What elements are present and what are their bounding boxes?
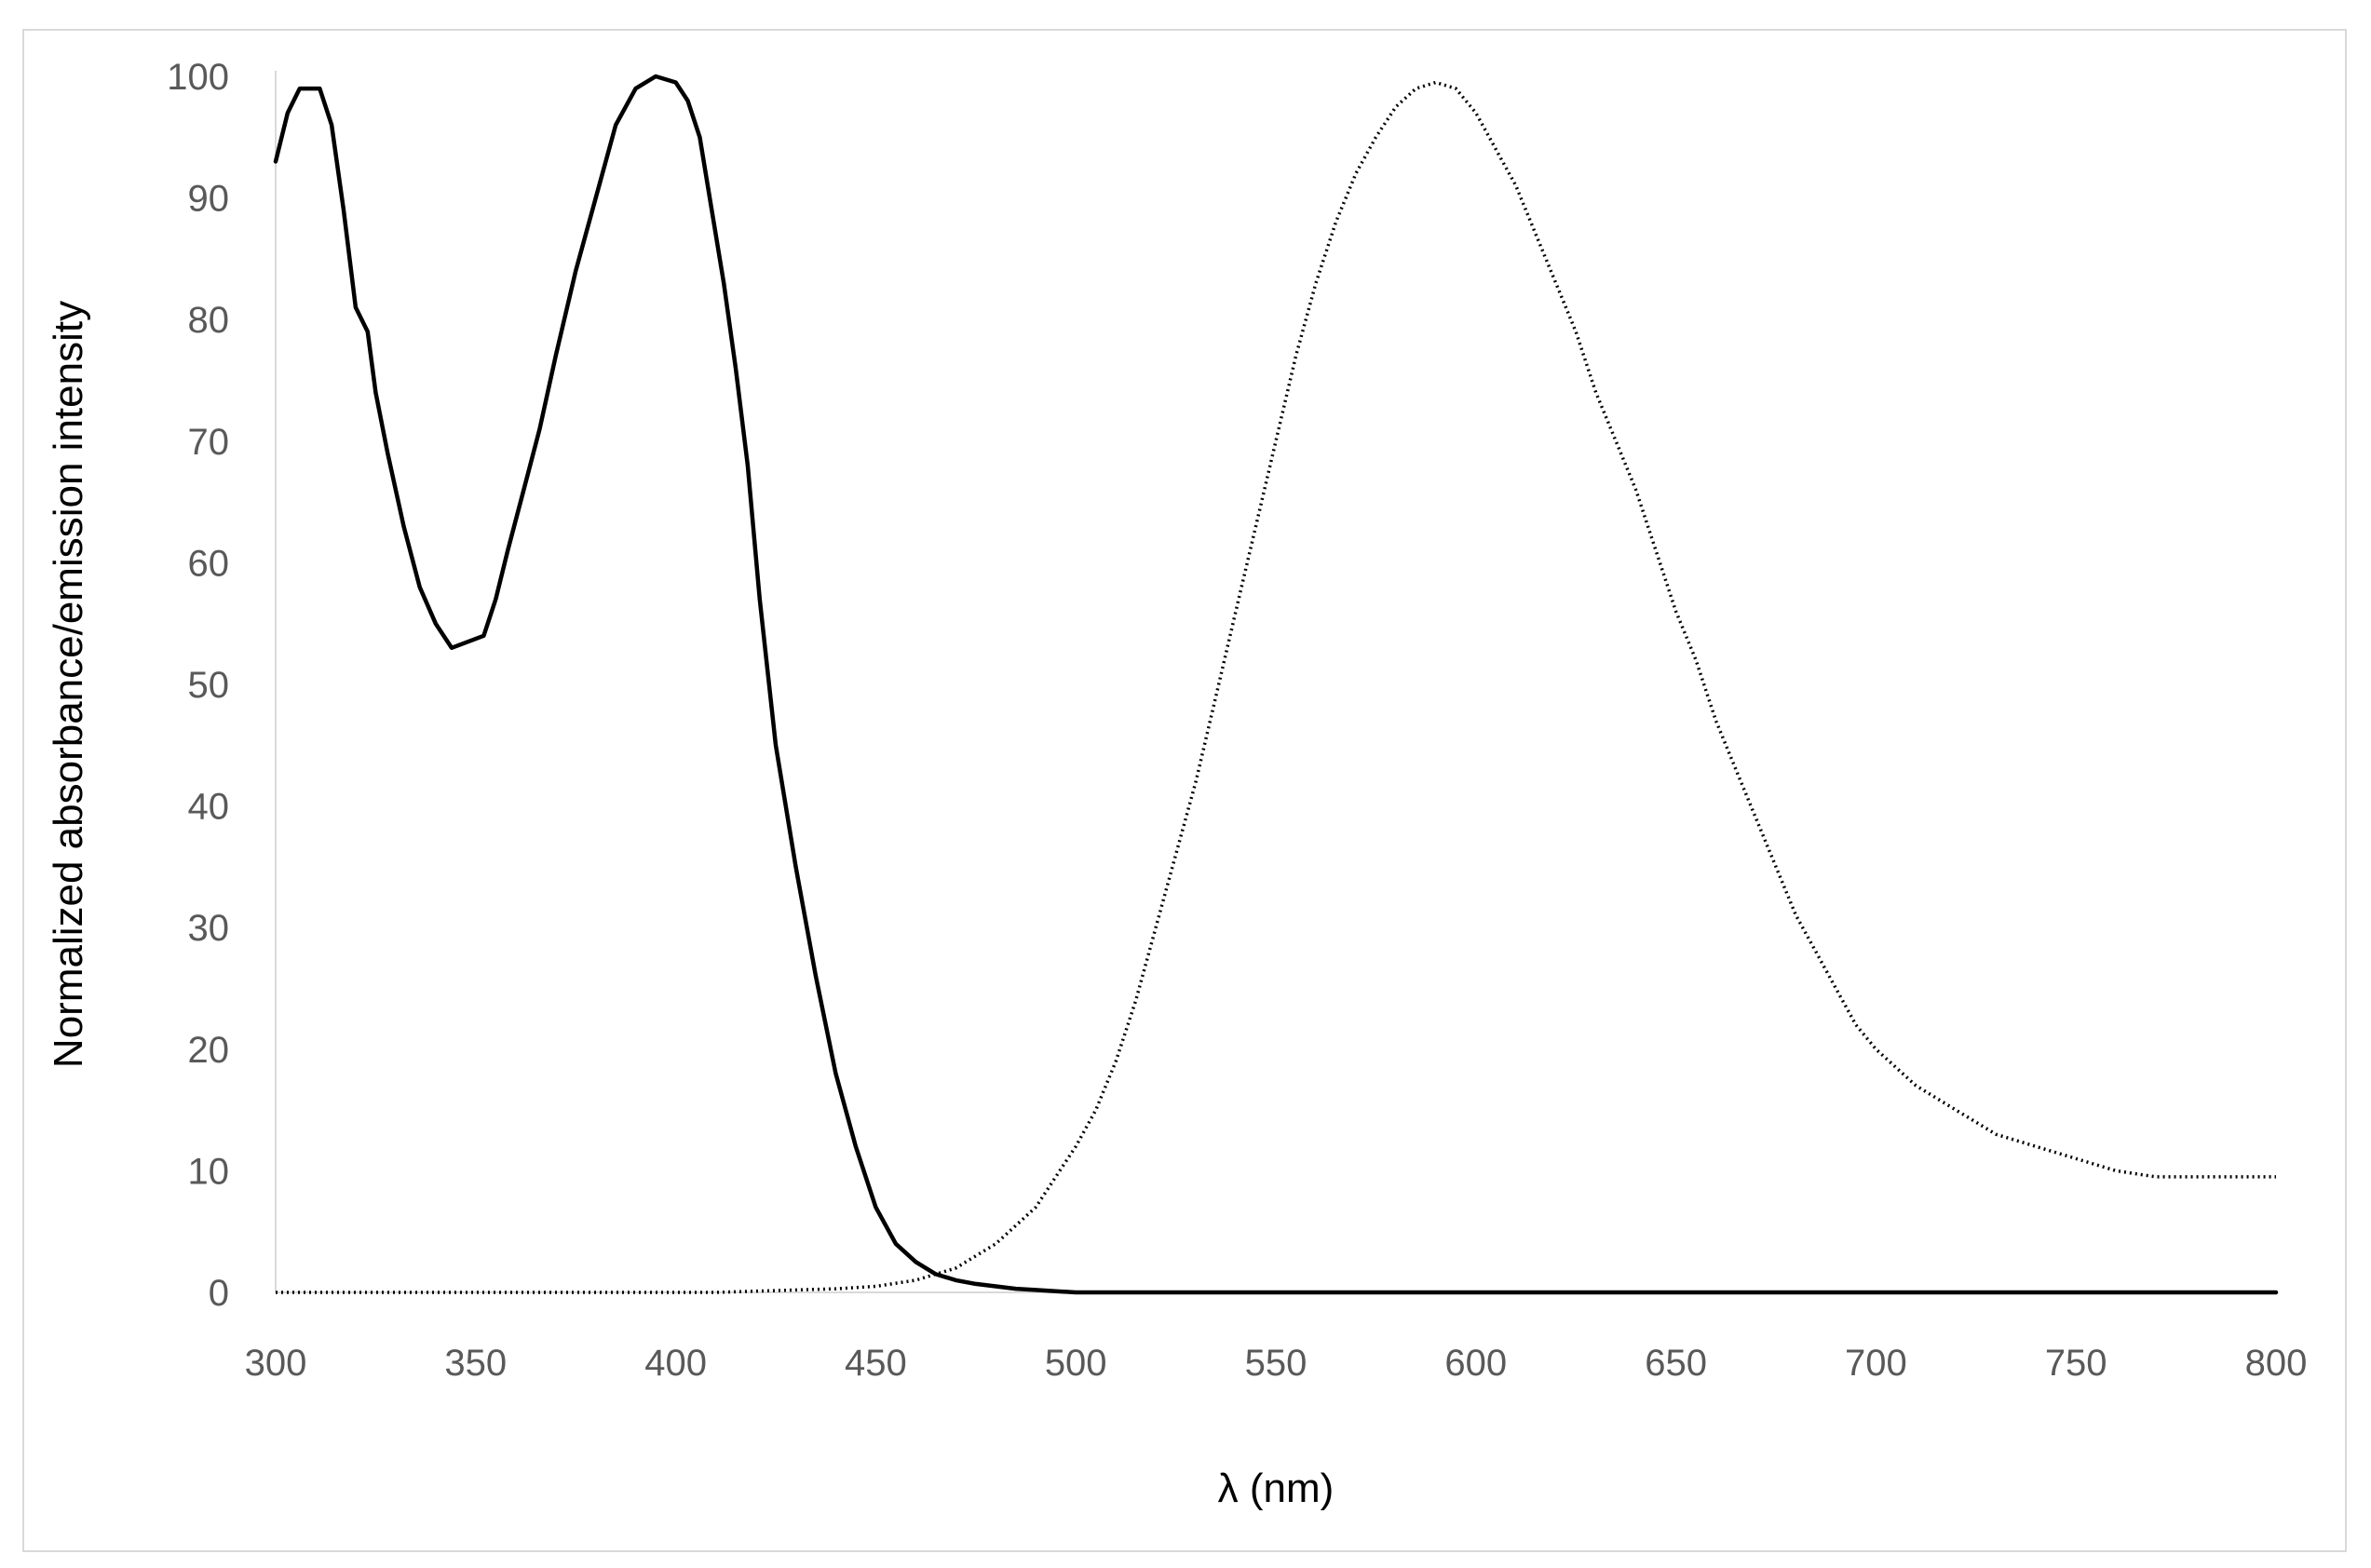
- x-tick-label: 550: [1245, 1343, 1307, 1384]
- y-axis-title: Normalized absorbance/emission intensity: [46, 301, 91, 1068]
- x-axis-title: λ (nm): [1218, 1466, 1335, 1511]
- x-tick-label: 500: [1045, 1343, 1107, 1384]
- x-tick-label: 450: [845, 1343, 907, 1384]
- x-tick-label: 700: [1845, 1343, 1907, 1384]
- y-tick-label: 20: [188, 1030, 230, 1071]
- y-tick-label: 70: [188, 422, 230, 463]
- y-tick-label: 10: [188, 1151, 230, 1192]
- x-tick-label: 600: [1444, 1343, 1507, 1384]
- chart-frame: [22, 29, 2347, 1552]
- x-tick-label: 800: [2245, 1343, 2308, 1384]
- x-tick-label: 350: [444, 1343, 507, 1384]
- y-tick-label: 90: [188, 179, 230, 220]
- axes: [275, 71, 2276, 1293]
- y-tick-label: 60: [188, 543, 230, 584]
- x-tick-label: 400: [644, 1343, 707, 1384]
- y-tick-label: 50: [188, 665, 230, 706]
- x-tick-label: 750: [2045, 1343, 2107, 1384]
- series-line-1: [273, 74, 2279, 1295]
- x-tick-label: 650: [1645, 1343, 1707, 1384]
- y-tick-label: 80: [188, 300, 230, 341]
- y-tick-label: 0: [209, 1273, 229, 1314]
- y-tick-label: 30: [188, 908, 230, 949]
- x-tick-label: 300: [245, 1343, 307, 1384]
- series-layer: [273, 74, 2279, 1295]
- y-tick-label: 40: [188, 787, 230, 828]
- y-tick-label: 100: [167, 57, 229, 98]
- tick-labels: 300 350 400 450 500 550 600 650 700 750 800 0 10 20 30…: [167, 57, 2307, 1384]
